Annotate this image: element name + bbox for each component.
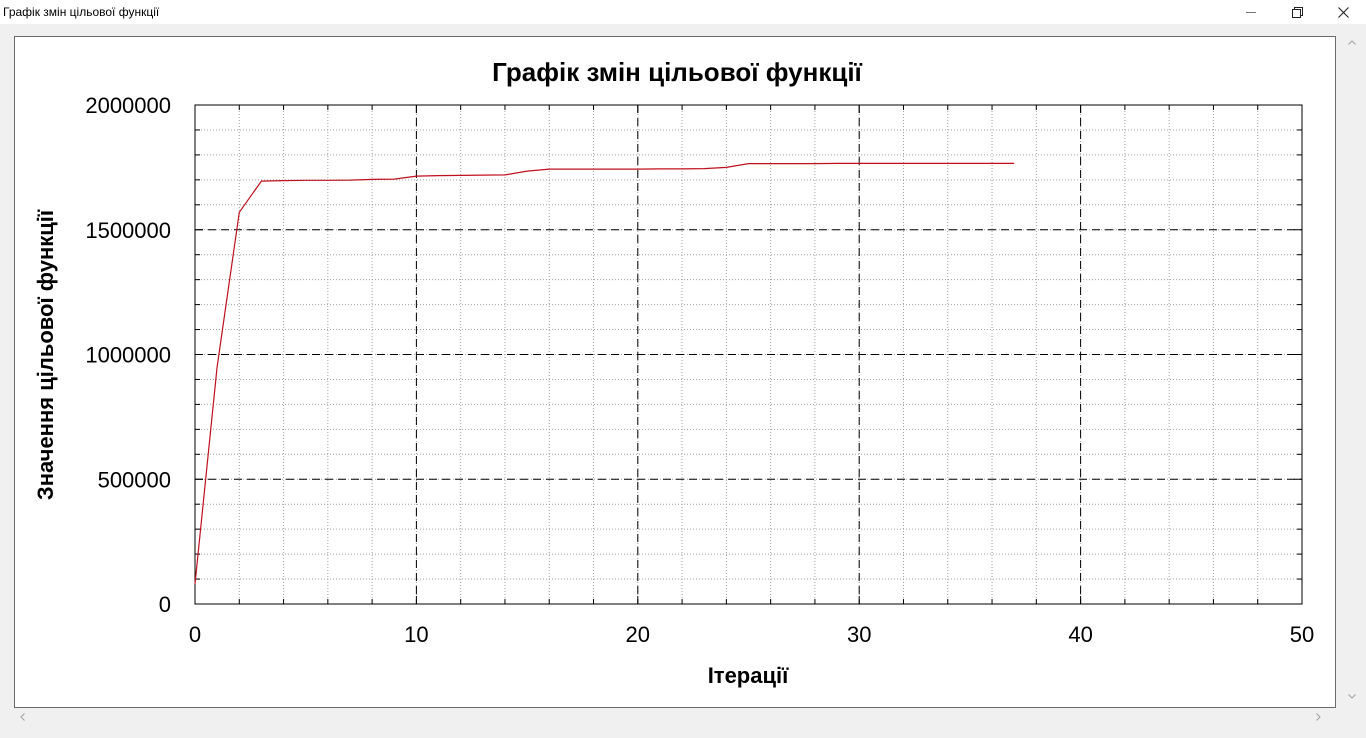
y-tick-label: 0 (159, 592, 171, 617)
chevron-up-icon (1348, 39, 1356, 45)
restore-icon (1291, 6, 1303, 18)
x-axis-label: Ітерації (708, 663, 789, 688)
window-title: Графік змін цільової функції (3, 5, 160, 19)
scroll-right-arrow[interactable] (1312, 711, 1324, 723)
y-tick-label: 500000 (98, 467, 171, 492)
chevron-right-icon (1315, 713, 1321, 721)
minimize-button[interactable] (1228, 0, 1274, 24)
axis-layer (194, 104, 1303, 605)
line-chart: 0 10 20 30 40 500500000100000015000002000000 … (33, 57, 1314, 688)
y-tick-label: 2000000 (85, 93, 171, 118)
y-axis-label: Значення цільової функції (33, 209, 58, 500)
vertical-scrollbar[interactable] (1338, 24, 1366, 714)
x-tick-label: 40 (1068, 622, 1092, 647)
series-line (194, 162, 1015, 585)
restore-button[interactable] (1274, 0, 1320, 24)
x-tick-label: 50 (1290, 622, 1314, 647)
x-tick-label: 10 (404, 622, 428, 647)
chart-panel: 0 10 20 30 40 50 0 500000 1000000 1500000 2000000 … (14, 36, 1336, 708)
minimize-icon (1246, 12, 1256, 13)
x-tick-label: 20 (626, 622, 650, 647)
grid-layer (194, 104, 1303, 605)
chevron-left-icon (19, 713, 25, 721)
chevron-down-icon (1348, 693, 1356, 699)
y-tick-label: 1000000 (85, 343, 171, 368)
scroll-down-arrow[interactable] (1346, 690, 1358, 702)
title-bar: Графік змін цільової функції (0, 0, 1366, 24)
x-tick-label: 0 (189, 622, 201, 647)
horizontal-scrollbar[interactable] (0, 710, 1366, 724)
close-icon (1337, 6, 1349, 18)
chart-title: Графік змін цільової функції (492, 57, 862, 87)
scroll-left-arrow[interactable] (16, 711, 28, 723)
series-layer (194, 162, 1015, 585)
scroll-up-arrow[interactable] (1346, 36, 1358, 48)
close-button[interactable] (1320, 0, 1366, 24)
y-tick-label: 1500000 (85, 218, 171, 243)
x-tick-label: 30 (847, 622, 871, 647)
label-layer: 0 10 20 30 40 50 0 500000 1000000 1500000 2000000 (85, 93, 1314, 647)
